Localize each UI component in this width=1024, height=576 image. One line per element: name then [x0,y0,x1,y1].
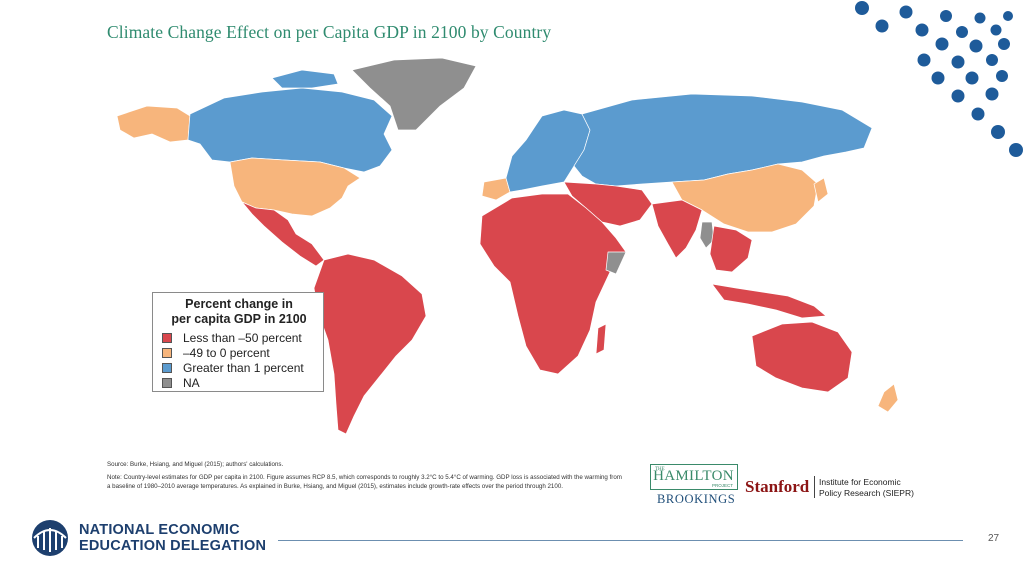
legend-label: NA [183,376,200,390]
china-region [671,163,819,233]
siepr-line2: Policy Research (SIEPR) [819,487,914,498]
siepr-divider [814,476,815,498]
ned-org-line1: NATIONAL ECONOMIC [79,522,240,538]
iberia-region [481,177,511,201]
legend-item-na: NA [162,376,200,390]
southeast-asia-region [709,225,753,273]
madagascar-region [595,323,607,355]
stanford-logo: Stanford [745,477,810,496]
decorative-dots [855,1,1023,157]
indonesia-region [711,283,827,319]
alaska-region [116,105,191,143]
legend-swatch [162,333,172,343]
siepr-line1: Institute for Economic [819,477,901,487]
legend-label: Greater than 1 percent [183,361,304,375]
figure-note: Note: Country-level estimates for GDP pe… [107,474,622,490]
brookings-logo: BROOKINGS [657,492,736,506]
ned-globe-logo-icon [32,520,68,556]
legend-item-less-than-minus-50: Less than –50 percent [162,331,302,345]
somalia-na-region [605,251,627,275]
hamilton-project-logo: THE HAMILTON PROJECT [650,464,738,490]
legend-title-line1: Percent change in [185,297,293,311]
hamilton-project-text: PROJECT [711,483,733,488]
new-zealand-region [877,383,899,413]
source-note: Source: Burke, Hsiang, and Miguel (2015)… [107,461,284,468]
greenland-region [351,57,477,131]
page-number: 27 [988,533,1000,544]
world-map [116,57,899,435]
south-america-region [313,253,427,435]
map-legend: Percent change in per capita GDP in 2100… [152,292,324,392]
ned-org-line2: EDUCATION DELEGATION [79,538,267,554]
siepr-logo: Institute for Economic Policy Research (… [819,477,914,498]
hamilton-the-text: THE [655,467,665,472]
ned-org-name: NATIONAL ECONOMIC EDUCATION DELEGATION [79,522,266,554]
legend-title-line2: per capita GDP in 2100 [171,312,307,326]
legend-item-minus-49-to-0: –49 to 0 percent [162,346,270,360]
australia-region [751,321,853,393]
legend-swatch [162,348,172,358]
map-title: Climate Change Effect on per Capita GDP … [107,22,552,42]
hamilton-name-text: HAMILTON [653,468,734,484]
africa-region [479,193,627,375]
legend-swatch [162,363,172,373]
russia-central-asia-region [573,93,873,187]
myanmar-na-region [699,221,715,249]
canada-region [187,87,393,173]
footer-rule [278,540,963,541]
canada-islands [271,69,339,89]
legend-label: –49 to 0 percent [183,346,270,360]
legend-swatch [162,378,172,388]
europe-region [505,109,591,193]
japan-region [813,177,829,203]
india-region [651,199,703,259]
legend-label: Less than –50 percent [183,331,302,345]
legend-item-greater-than-1: Greater than 1 percent [162,361,304,375]
